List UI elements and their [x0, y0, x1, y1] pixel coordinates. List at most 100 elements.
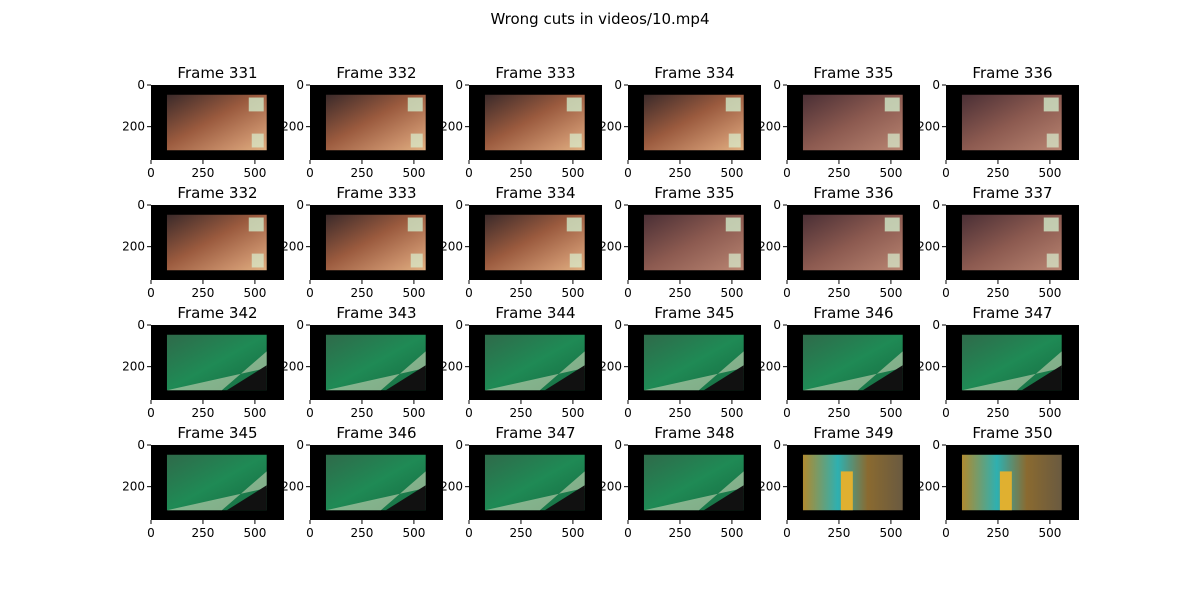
y-tick-label: 200: [917, 120, 940, 134]
frame-title: Frame 333: [495, 64, 575, 82]
x-tick-label: 250: [192, 406, 215, 420]
highlight: [728, 133, 741, 148]
y-tick-label: 200: [122, 360, 145, 374]
x-tick-label: 250: [510, 166, 533, 180]
shadow: [385, 485, 426, 511]
figure-shape: [999, 471, 1012, 511]
frame-title: Frame 349: [813, 424, 893, 442]
x-tick-label: 0: [465, 286, 473, 300]
x-tick-label: 0: [942, 286, 950, 300]
shadow: [703, 365, 744, 391]
y-tick-label: 0: [614, 198, 622, 212]
shadow: [544, 365, 585, 391]
shadow: [385, 365, 426, 391]
y-tick-label: 200: [758, 480, 781, 494]
x-tick-label: 0: [306, 406, 314, 420]
frame-title: Frame 345: [177, 424, 257, 442]
x-tick-label: 250: [669, 166, 692, 180]
highlight: [887, 253, 900, 268]
y-tick-label: 200: [440, 240, 463, 254]
frame-panel: Frame 347 0 250 500 0 200: [917, 304, 1079, 420]
y-tick-label: 200: [917, 480, 940, 494]
frame-panel: Frame 332 0 250 500 0 200: [281, 64, 443, 180]
y-tick-label: 0: [455, 318, 463, 332]
x-tick-label: 0: [306, 526, 314, 540]
y-tick-label: 200: [122, 120, 145, 134]
x-tick-label: 0: [306, 286, 314, 300]
frame-panel: Frame 344 0 250 500 0 200: [440, 304, 602, 420]
y-tick-label: 200: [281, 360, 304, 374]
x-tick-label: 250: [987, 166, 1010, 180]
x-tick-label: 0: [783, 166, 791, 180]
frame-title: Frame 348: [654, 424, 734, 442]
x-tick-label: 250: [510, 406, 533, 420]
x-tick-label: 500: [243, 166, 266, 180]
y-tick-label: 200: [599, 240, 622, 254]
frame-title: Frame 350: [972, 424, 1052, 442]
highlight: [725, 97, 741, 112]
y-tick-label: 200: [917, 240, 940, 254]
y-tick-label: 200: [917, 360, 940, 374]
frame-title: Frame 332: [336, 64, 416, 82]
y-tick-label: 0: [932, 438, 940, 452]
frame-title: Frame 345: [654, 304, 734, 322]
x-tick-label: 500: [879, 526, 902, 540]
frame-title: Frame 347: [495, 424, 575, 442]
y-tick-label: 0: [932, 198, 940, 212]
x-tick-label: 500: [561, 406, 584, 420]
frame-title: Frame 334: [495, 184, 575, 202]
highlight: [1046, 133, 1059, 148]
y-tick-label: 200: [758, 120, 781, 134]
frame-panel: Frame 336 0 250 500 0 200: [917, 64, 1079, 180]
x-tick-label: 0: [624, 406, 632, 420]
shadow: [862, 365, 903, 391]
x-tick-label: 500: [561, 286, 584, 300]
y-tick-label: 200: [599, 480, 622, 494]
frame-panel: Frame 335 0 250 500 0 200: [599, 184, 761, 300]
frame-panel: Frame 335 0 250 500 0 200: [758, 64, 920, 180]
frame-panel: Frame 334 0 250 500 0 200: [440, 184, 602, 300]
x-tick-label: 250: [351, 166, 374, 180]
frame-title: Frame 337: [972, 184, 1052, 202]
y-tick-label: 0: [614, 78, 622, 92]
frame-title: Frame 347: [972, 304, 1052, 322]
board-edge: [166, 351, 267, 391]
frame-panel: Frame 348 0 250 500 0 200: [599, 424, 761, 540]
x-tick-label: 500: [243, 286, 266, 300]
board-edge: [802, 351, 903, 391]
x-tick-label: 250: [669, 406, 692, 420]
highlight: [407, 217, 423, 232]
y-tick-label: 200: [599, 120, 622, 134]
frame-panel: Frame 346 0 250 500 0 200: [758, 304, 920, 420]
x-tick-label: 0: [624, 166, 632, 180]
frame-title: Frame 344: [495, 304, 575, 322]
frame-panel: Frame 336 0 250 500 0 200: [758, 184, 920, 300]
shadow: [1021, 365, 1062, 391]
y-tick-label: 0: [296, 78, 304, 92]
frame-title: Frame 342: [177, 304, 257, 322]
highlight: [725, 217, 741, 232]
frame-panel: Frame 343 0 250 500 0 200: [281, 304, 443, 420]
x-tick-label: 0: [783, 406, 791, 420]
y-tick-label: 0: [932, 78, 940, 92]
x-tick-label: 0: [942, 166, 950, 180]
x-tick-label: 500: [1038, 166, 1061, 180]
y-tick-label: 0: [932, 318, 940, 332]
highlight: [251, 253, 264, 268]
x-tick-label: 500: [561, 166, 584, 180]
y-tick-label: 200: [281, 480, 304, 494]
y-tick-label: 0: [296, 318, 304, 332]
y-tick-label: 0: [137, 318, 145, 332]
y-tick-label: 200: [122, 480, 145, 494]
shadow: [703, 485, 744, 511]
y-tick-label: 200: [281, 120, 304, 134]
frame-panel: Frame 350 0 250 500 0 200: [917, 424, 1079, 540]
y-tick-label: 0: [455, 438, 463, 452]
board-edge: [643, 351, 744, 391]
figure-title: Wrong cuts in videos/10.mp4: [490, 10, 709, 28]
frame-title: Frame 332: [177, 184, 257, 202]
x-tick-label: 250: [828, 166, 851, 180]
shadow: [226, 485, 267, 511]
y-tick-label: 200: [440, 360, 463, 374]
x-tick-label: 500: [720, 526, 743, 540]
